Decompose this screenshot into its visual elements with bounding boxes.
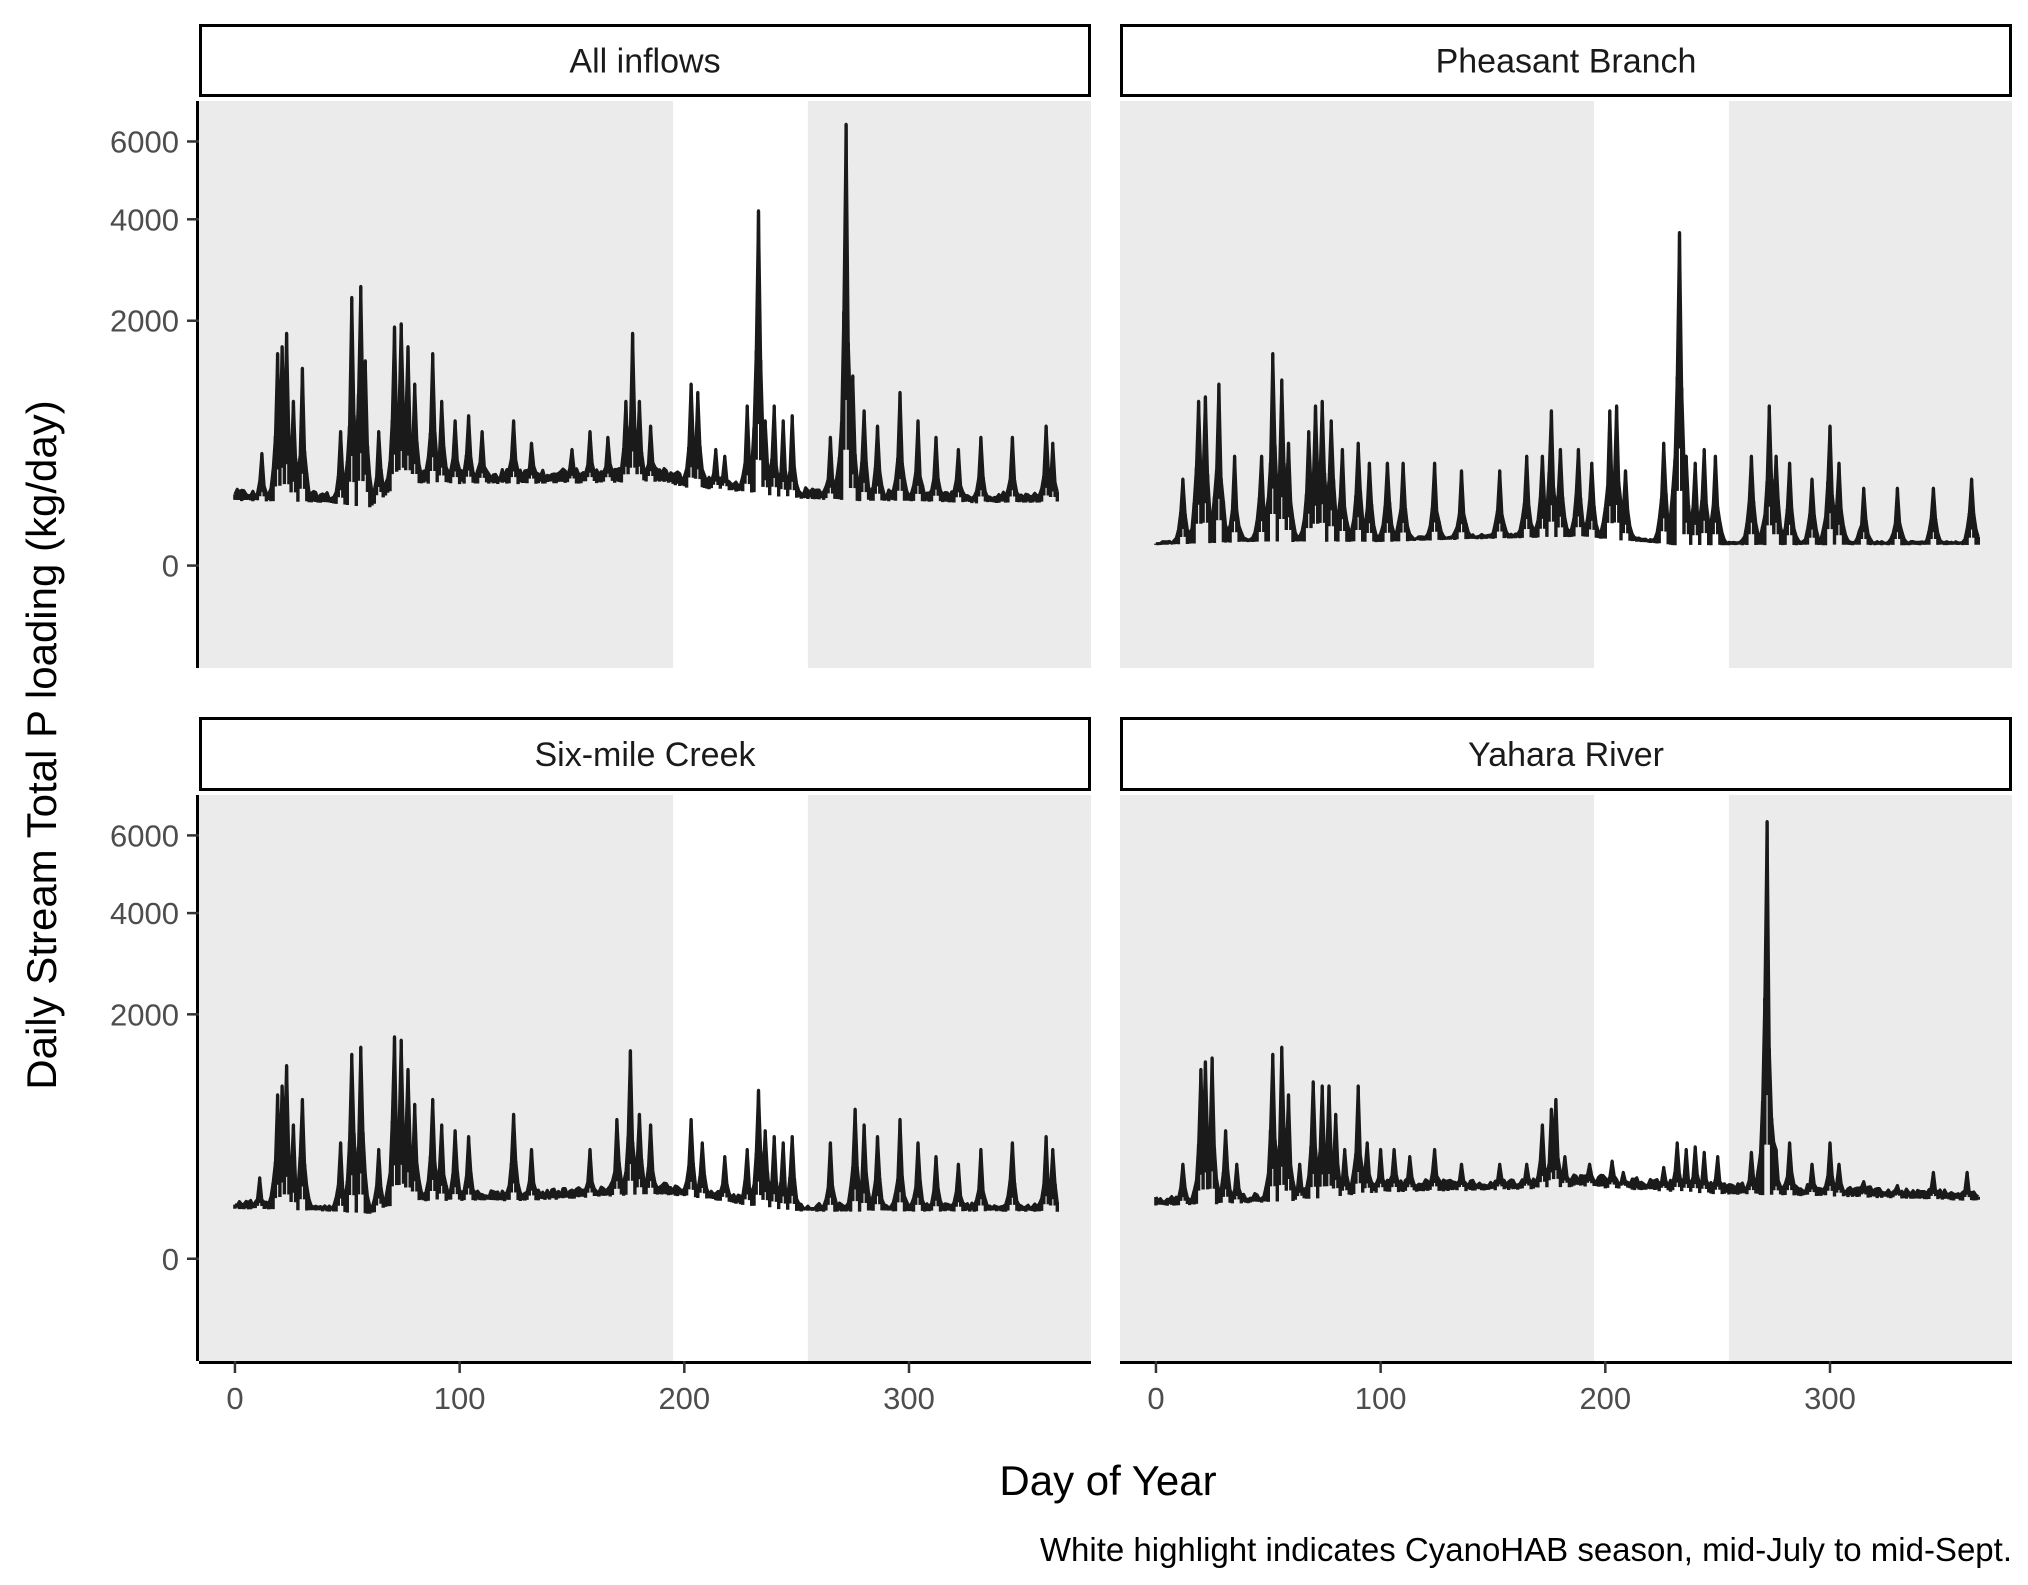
y-tick-label: 0 <box>162 549 179 584</box>
facet-strip <box>199 24 1091 97</box>
x-tick-label: 200 <box>658 1381 710 1416</box>
y-tick-label: 6000 <box>110 124 179 159</box>
facet-strip-label: Six-mile Creek <box>534 736 756 774</box>
y-tick-label: 2000 <box>110 997 179 1032</box>
facet-strip <box>1120 24 2012 97</box>
y-tick-label: 2000 <box>110 304 179 339</box>
axes: 0 2000 4000 6000 0 2000 4000 6000 0 100 200 300 0 100… <box>110 101 2012 1416</box>
x-axis-title: Day of Year <box>999 1457 1216 1504</box>
x-tick-label: 0 <box>1147 1381 1164 1416</box>
y-tick-label: 6000 <box>110 818 179 853</box>
panel-background <box>1120 101 2012 668</box>
facet-panels: All inflows Pheasant Branch Six-mile Creek… <box>199 24 2012 1361</box>
panel-background <box>199 795 1091 1361</box>
x-tick-label: 0 <box>226 1381 243 1416</box>
panel-background <box>199 101 1091 668</box>
y-tick-label: 4000 <box>110 896 179 931</box>
y-axis-title: Daily Stream Total P loading (kg/day) <box>18 400 65 1089</box>
x-tick-label: 100 <box>1355 1381 1407 1416</box>
facet-strip-label: All inflows <box>569 43 720 81</box>
facet-panel: Six-mile Creek <box>199 717 1091 1361</box>
cyanohab-season-highlight <box>673 795 808 1361</box>
facet-strip <box>199 717 1091 791</box>
facet-strip <box>1120 717 2012 791</box>
y-tick-label: 0 <box>162 1242 179 1277</box>
series-line <box>1154 820 1980 1204</box>
x-tick-label: 300 <box>883 1381 935 1416</box>
facet-panel: Pheasant Branch <box>1120 24 2012 668</box>
x-tick-label: 300 <box>1804 1381 1856 1416</box>
x-tick-label: 100 <box>434 1381 486 1416</box>
facet-panel: All inflows <box>199 24 1091 668</box>
series-line <box>1155 231 1980 546</box>
cyanohab-season-highlight <box>1594 101 1729 668</box>
y-tick-label: 4000 <box>110 202 179 237</box>
series-line <box>234 1035 1059 1211</box>
facet-strip-label: Yahara River <box>1468 736 1664 774</box>
figure-caption: White highlight indicates CyanoHAB seaso… <box>1040 1531 2012 1568</box>
facet-panel: Yahara River <box>1120 717 2012 1361</box>
cyanohab-season-highlight <box>1594 795 1729 1361</box>
cyanohab-season-highlight <box>673 101 808 668</box>
x-tick-label: 200 <box>1579 1381 1631 1416</box>
facet-strip-label: Pheasant Branch <box>1436 43 1697 81</box>
series-line <box>233 122 1059 501</box>
panel-background <box>1120 795 2012 1361</box>
